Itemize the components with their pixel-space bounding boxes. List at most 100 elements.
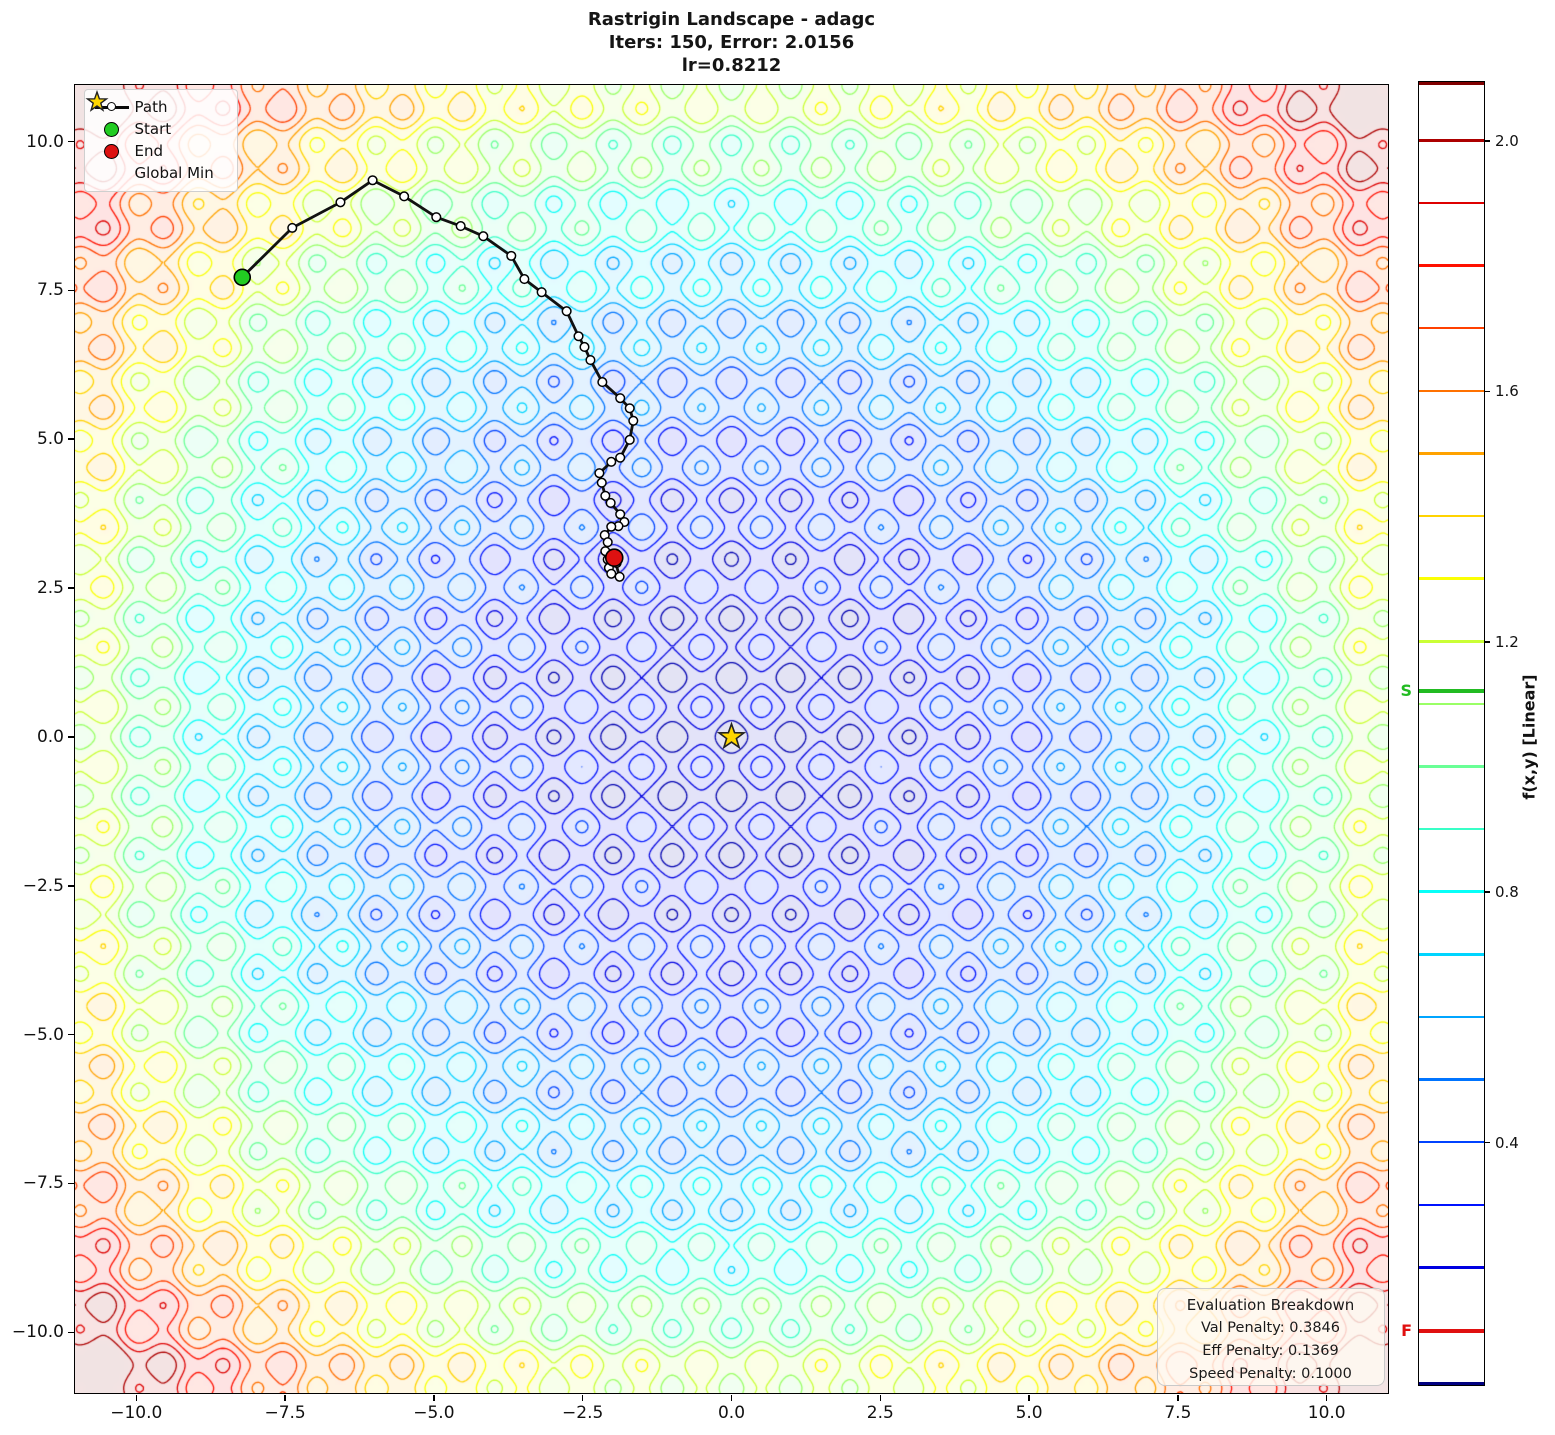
chart-title: Rastrigin Landscape - adagc Iters: 150, … (75, 8, 1388, 77)
title-line-2: Iters: 150, Error: 2.0156 (608, 32, 855, 53)
x-axis-tick (730, 1394, 733, 1401)
path-point-marker (614, 452, 625, 463)
y-axis-tick-label: 10.0 (26, 131, 64, 152)
path-point-marker (605, 456, 616, 467)
x-axis-tick-label: 5.0 (1015, 1403, 1043, 1423)
x-axis-tick (1177, 1394, 1179, 1401)
path-point-marker (614, 571, 625, 582)
legend-item-global-min: Global Min (84, 89, 229, 184)
legend-label-end: End (134, 142, 164, 160)
x-axis-tick-label: 0.0 (717, 1403, 746, 1423)
start-dot-icon (93, 121, 131, 137)
path-point-marker (477, 230, 488, 241)
colorbar-level-line (1418, 890, 1484, 893)
x-axis-tick (433, 1394, 435, 1401)
colorbar-level-line (1418, 1266, 1484, 1269)
path-point-marker (605, 497, 616, 508)
x-axis-tick-label: 10.0 (1307, 1403, 1346, 1423)
colorbar-final-marker-label: F (1401, 1320, 1412, 1340)
x-axis-tick (879, 1394, 882, 1401)
x-axis-tick (1325, 1394, 1328, 1401)
legend: Path Start End Global Min (83, 88, 238, 192)
path-point-marker (593, 467, 604, 478)
optimization-path-line (240, 178, 635, 578)
path-point-marker (596, 477, 607, 488)
x-axis-tick (135, 1394, 138, 1401)
x-axis-tick-label: 2.5 (866, 1403, 894, 1423)
y-axis-tick-label: 5.0 (36, 429, 64, 450)
legend-label-path: Path (134, 98, 168, 116)
title-line-3: lr=0.8212 (681, 55, 782, 76)
path-line-icon (93, 101, 131, 113)
colorbar-level-line (1418, 1203, 1484, 1207)
colorbar-level-line (1418, 389, 1484, 393)
y-axis-tick-label: −10.0 (11, 1322, 64, 1343)
colorbar-tick (1484, 390, 1490, 393)
colorbar-level-line (1418, 702, 1484, 706)
legend-item-path: Path (93, 97, 229, 118)
speed-penalty-text: Speed Penalty: 0.1000 (1189, 1365, 1352, 1382)
path-point-marker (572, 330, 584, 341)
path-point-marker (286, 222, 297, 233)
y-axis-tick-label: 2.5 (36, 578, 64, 599)
legend-label-start: Start (134, 120, 172, 138)
evaluation-breakdown-box: Evaluation Breakdown Val Penalty: 0.3846… (1156, 1287, 1385, 1386)
path-point-marker (624, 434, 635, 445)
colorbar-tick-label: 0.8 (1495, 883, 1519, 902)
colorbar-level-line (1418, 1015, 1484, 1019)
x-axis-tick-label: −2.5 (562, 1403, 604, 1423)
x-axis-tick-label: −7.5 (264, 1403, 306, 1423)
colorbar-level-line (1418, 827, 1484, 831)
path-point-marker (518, 273, 529, 284)
colorbar-tick (1484, 1141, 1490, 1144)
colorbar (1417, 80, 1485, 1386)
x-axis-tick (284, 1394, 286, 1401)
colorbar-level-line (1418, 765, 1484, 768)
legend-label-global-min: Global Min (134, 164, 214, 182)
x-axis-tick (1028, 1394, 1030, 1401)
path-point-marker (334, 196, 346, 207)
x-axis-tick-label: −5.0 (413, 1403, 455, 1423)
plot-area: Path Start End Global Min (73, 83, 1389, 1394)
path-point-marker (455, 220, 466, 231)
val-penalty-text: Val Penalty: 0.3846 (1200, 1319, 1340, 1336)
colorbar-level-line (1418, 452, 1484, 455)
path-point-marker (614, 508, 625, 519)
global-min-star (716, 720, 746, 749)
colorbar-level-line (1418, 577, 1484, 580)
start-marker (232, 268, 251, 286)
colorbar-start-marker (1418, 689, 1484, 694)
path-point-marker (605, 521, 616, 532)
colorbar-tick (1484, 641, 1490, 643)
colorbar-level-line (1418, 1078, 1484, 1081)
path-point-marker (599, 490, 610, 501)
legend-item-start: Start (93, 119, 229, 140)
colorbar-tick-label: 2.0 (1495, 131, 1519, 150)
y-axis-tick-label: −7.5 (22, 1173, 64, 1194)
x-axis-tick-label: 7.5 (1164, 1403, 1192, 1423)
colorbar-top-edge (1418, 81, 1484, 85)
path-point-marker (430, 211, 441, 222)
path-point-marker (561, 305, 572, 316)
optimization-path-overlay (232, 174, 746, 749)
path-point-marker (578, 341, 590, 352)
colorbar-tick (1484, 891, 1490, 893)
colorbar-tick-label: 1.6 (1495, 382, 1519, 401)
path-point-marker (536, 286, 547, 297)
colorbar-axis-label: f(x,y) [Linear] (1519, 674, 1539, 800)
eff-penalty-text: Eff Penalty: 0.1369 (1202, 1342, 1339, 1359)
colorbar-level-line (1418, 326, 1484, 330)
x-axis-tick (581, 1394, 584, 1401)
colorbar-tick-label: 0.4 (1495, 1133, 1519, 1152)
colorbar-level-line (1418, 514, 1484, 518)
path-point-marker (614, 392, 625, 403)
legend-item-end: End (93, 141, 229, 162)
colorbar-level-line (1418, 201, 1484, 205)
path-point-marker (596, 376, 607, 387)
title-line-1: Rastrigin Landscape - adagc (587, 9, 876, 30)
path-point-marker (398, 190, 409, 201)
y-axis-tick-label: 0.0 (36, 726, 64, 747)
colorbar-level-line (1418, 640, 1484, 643)
colorbar-tick (1484, 140, 1490, 142)
